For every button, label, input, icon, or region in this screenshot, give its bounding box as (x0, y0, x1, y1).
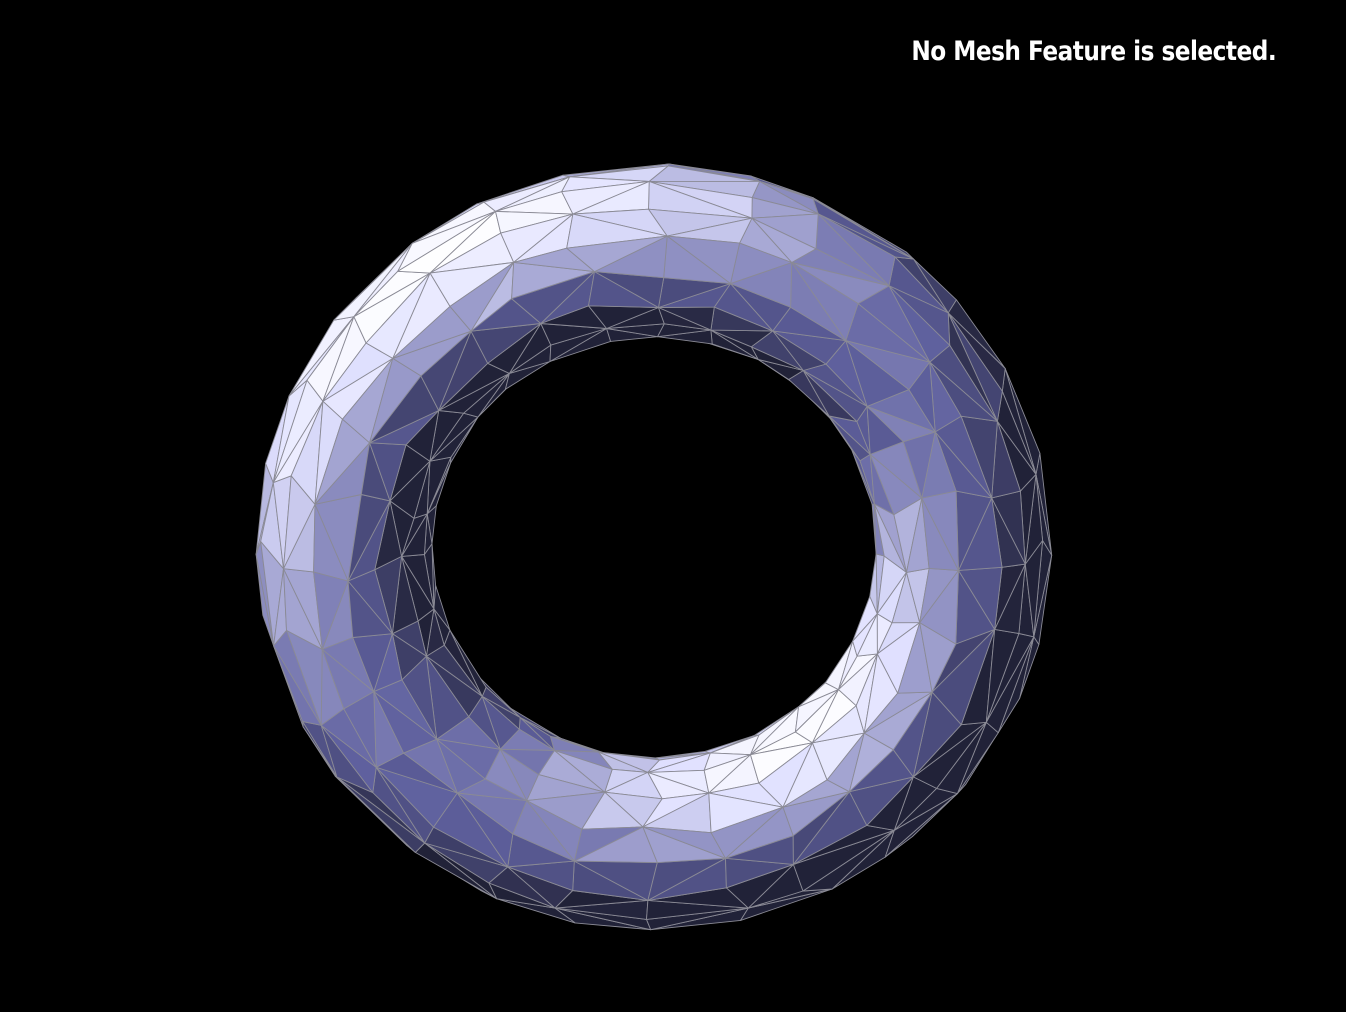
selection-status-text: No Mesh Feature is selected. (911, 36, 1276, 67)
mesh-face[interactable] (426, 456, 452, 515)
mesh-face[interactable] (549, 735, 599, 753)
mesh-face[interactable] (566, 235, 668, 273)
